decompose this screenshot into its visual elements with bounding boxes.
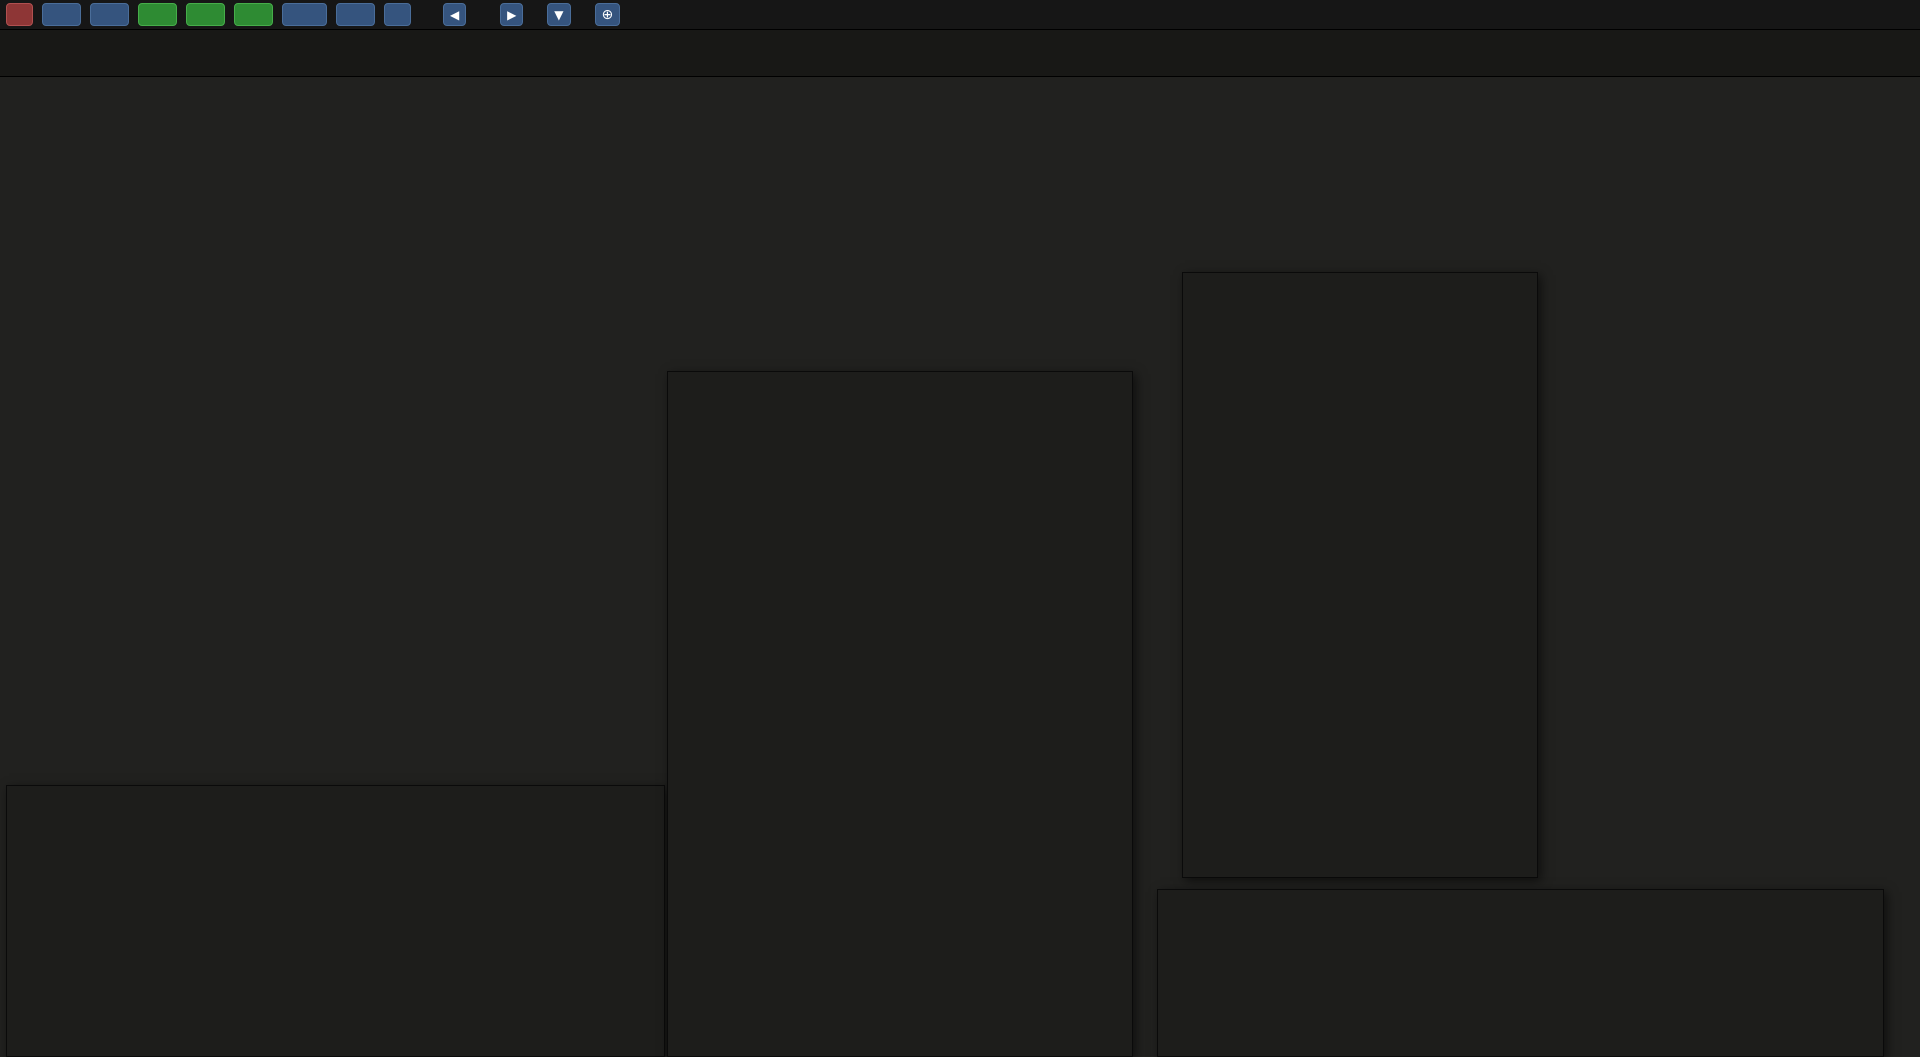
- memory-icon: [244, 8, 257, 21]
- frame-overview[interactable]: [0, 30, 1920, 77]
- left-arrow-icon: ◀: [450, 7, 460, 22]
- view-time-indicator: [654, 8, 677, 21]
- frames-counter[interactable]: [475, 8, 491, 22]
- info-button[interactable]: [336, 3, 375, 26]
- tools-button[interactable]: [384, 3, 411, 26]
- search-icon: [148, 8, 161, 21]
- messages-button[interactable]: [90, 3, 129, 26]
- tools-icon: [391, 8, 404, 21]
- power-icon: [13, 8, 26, 21]
- eye-icon: [654, 8, 671, 21]
- down-arrow-icon: ▼: [554, 7, 564, 22]
- memory-button[interactable]: [234, 3, 273, 26]
- goto-frame-button[interactable]: ⊕: [594, 3, 621, 26]
- info-icon: [346, 8, 359, 21]
- compare-button[interactable]: [282, 3, 327, 26]
- right-arrow-icon: ▶: [507, 7, 517, 22]
- stats-icon: [196, 8, 209, 21]
- options-button[interactable]: [42, 3, 81, 26]
- session-time-indicator: [709, 8, 727, 22]
- tags-icon: [100, 8, 113, 21]
- statistics-button[interactable]: [186, 3, 225, 26]
- scale-icon: [292, 8, 305, 21]
- frame-dropdown-button[interactable]: ▼: [547, 3, 571, 26]
- toolbar: ◀ ▶ ▼ ⊕: [0, 0, 1920, 30]
- time-ruler[interactable]: [0, 76, 1920, 106]
- find-zone-window: [667, 371, 1133, 1057]
- zone-info-window: [1182, 272, 1538, 878]
- next-frame-button[interactable]: ▶: [500, 3, 524, 26]
- frame-markers[interactable]: [0, 106, 1920, 126]
- crosshair-icon: ⊕: [601, 6, 614, 23]
- statistics-window: [6, 785, 665, 1057]
- gear-icon: [52, 8, 65, 21]
- prev-frame-button[interactable]: ◀: [443, 3, 467, 26]
- power-button[interactable]: [6, 3, 33, 26]
- find-zone-button[interactable]: [138, 3, 177, 26]
- database-icon: [709, 8, 721, 22]
- memory-window: [1157, 889, 1884, 1057]
